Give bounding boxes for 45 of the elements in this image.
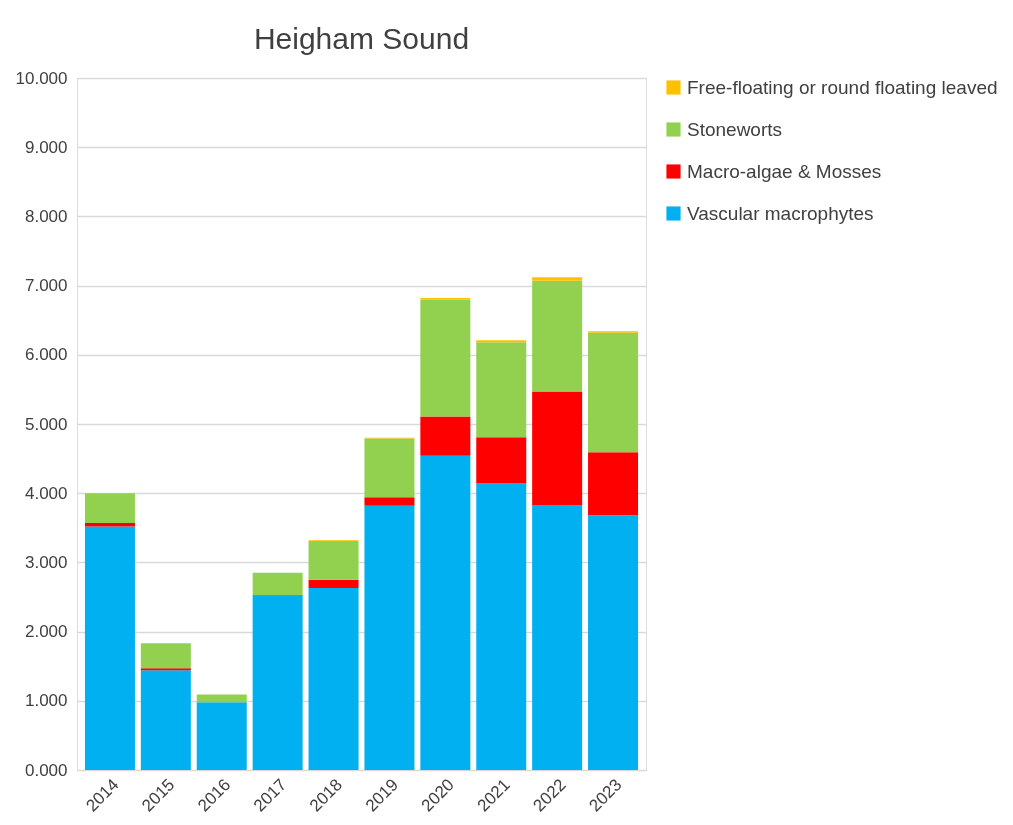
y-tick-label: 7.000 bbox=[24, 276, 68, 296]
bar bbox=[140, 643, 191, 669]
bar bbox=[84, 526, 135, 770]
legend-label: Vascular macrophytes bbox=[687, 202, 874, 224]
y-tick-label: 8.000 bbox=[24, 206, 68, 226]
legend-label: Free-floating or round floating leaved bbox=[687, 76, 998, 98]
bar bbox=[476, 483, 527, 770]
bar bbox=[532, 277, 583, 281]
bar bbox=[196, 702, 247, 770]
y-tick-label: 5.000 bbox=[24, 414, 68, 434]
bar bbox=[420, 416, 471, 456]
bar bbox=[476, 437, 527, 484]
y-tick-label: 4.000 bbox=[24, 483, 68, 503]
bar bbox=[588, 332, 639, 453]
bar bbox=[196, 694, 247, 703]
bar bbox=[308, 588, 359, 770]
bar bbox=[420, 455, 471, 770]
y-tick-label: 6.000 bbox=[24, 345, 68, 365]
bar bbox=[308, 579, 359, 588]
bar bbox=[308, 540, 359, 580]
bar bbox=[588, 515, 639, 770]
bar bbox=[420, 299, 471, 417]
y-tick-label: 2.000 bbox=[24, 622, 68, 642]
bar bbox=[364, 497, 415, 506]
y-tick-label: 9.000 bbox=[24, 137, 68, 157]
y-tick-label: 1.000 bbox=[24, 691, 68, 711]
y-tick-label: 10.000 bbox=[15, 68, 68, 88]
bar bbox=[476, 342, 527, 438]
bar bbox=[140, 670, 191, 770]
bar bbox=[364, 438, 415, 498]
legend-label: Stoneworts bbox=[687, 118, 783, 140]
bar bbox=[588, 452, 639, 516]
bar bbox=[84, 493, 135, 523]
bar bbox=[476, 340, 527, 343]
bar bbox=[532, 280, 583, 392]
legend-label: Macro-algae & Mosses bbox=[687, 160, 882, 182]
chart-title: Heigham Sound bbox=[253, 22, 470, 55]
y-tick-label: 0.000 bbox=[24, 760, 68, 780]
bar bbox=[532, 504, 583, 770]
bar bbox=[532, 391, 583, 505]
bar bbox=[140, 668, 191, 671]
bar bbox=[252, 595, 303, 770]
y-tick-label: 3.000 bbox=[24, 552, 68, 572]
bar bbox=[364, 505, 415, 770]
bar bbox=[252, 572, 303, 595]
